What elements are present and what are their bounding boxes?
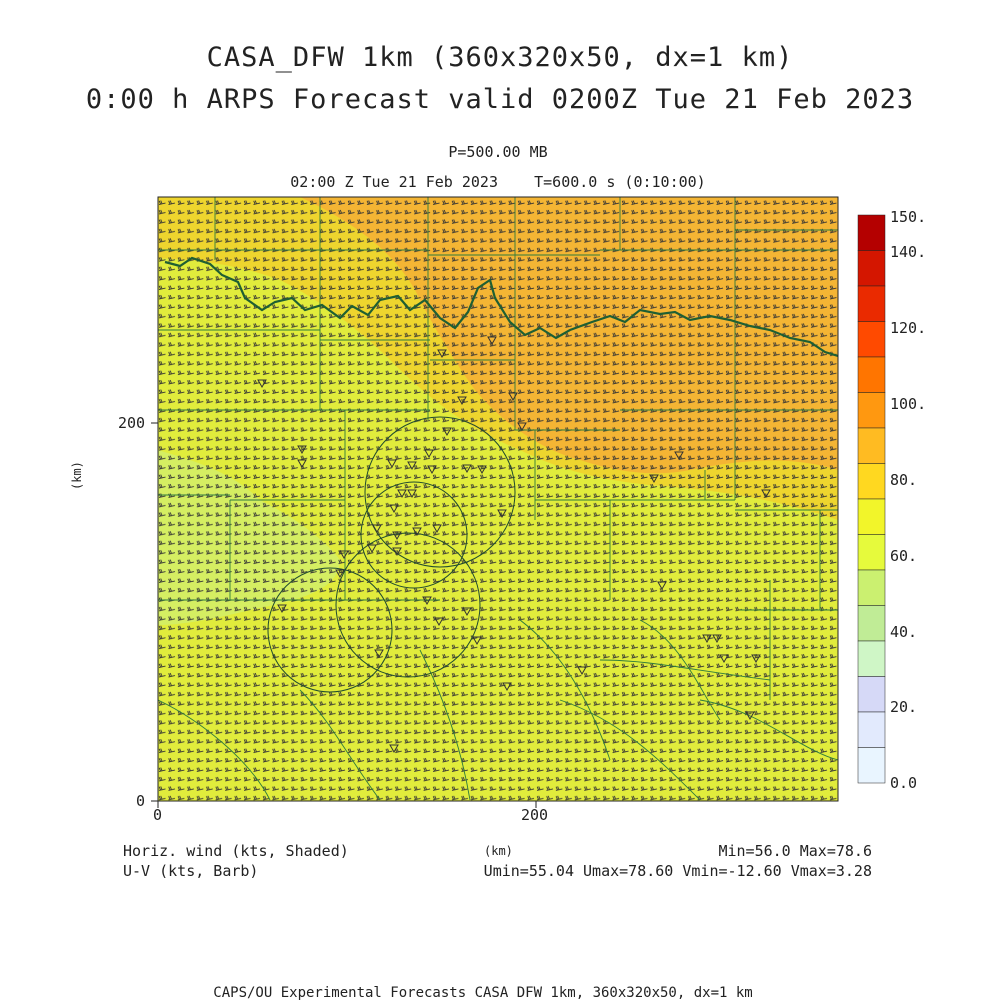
colorbar-swatch bbox=[857, 747, 886, 784]
colorbar-swatch bbox=[857, 534, 886, 571]
shaded-field-legend: Horiz. wind (kts, Shaded) bbox=[123, 842, 349, 860]
colorbar-swatch bbox=[857, 676, 886, 713]
axis-ticks bbox=[151, 422, 537, 808]
y-axis-unit: (km) bbox=[70, 461, 84, 490]
map-frame bbox=[157, 196, 839, 802]
red-river-boundary bbox=[164, 256, 838, 358]
colorbar-swatch bbox=[857, 498, 886, 535]
colorbar-label: 100. bbox=[890, 395, 926, 413]
y-tick-label: 0 bbox=[136, 792, 146, 810]
colorbar-swatch bbox=[857, 711, 886, 748]
footer-credit: CAPS/OU Experimental Forecasts CASA DFW … bbox=[213, 985, 753, 1001]
map-title-line1: CASA_DFW 1km (360x320x50, dx=1 km) bbox=[206, 42, 794, 73]
colorbar-swatch bbox=[857, 569, 886, 606]
x-axis-unit: (km) bbox=[484, 844, 513, 858]
colorbar-swatch bbox=[857, 392, 886, 429]
colorbar-swatch bbox=[857, 321, 886, 358]
radar-range-rings bbox=[267, 416, 516, 693]
colorbar-swatch bbox=[857, 427, 886, 464]
wind-barbs bbox=[158, 197, 838, 801]
y-tick-label: 200 bbox=[118, 414, 146, 432]
county-boundaries bbox=[158, 197, 838, 801]
station-markers bbox=[257, 336, 771, 754]
colorbar-label: 40. bbox=[890, 623, 917, 641]
colorbar-label: 140. bbox=[890, 243, 926, 261]
x-tick-label: 0 bbox=[153, 806, 163, 824]
colorbar-label: 150. bbox=[890, 208, 926, 226]
field-min-max: Min=56.0 Max=78.6 bbox=[718, 842, 872, 860]
colorbar-swatch bbox=[857, 463, 886, 500]
colorbar-label: 80. bbox=[890, 471, 917, 489]
colorbar-swatch bbox=[857, 214, 886, 251]
colorbar-label: 120. bbox=[890, 319, 926, 337]
colorbar-label: 0.0 bbox=[890, 774, 917, 792]
uv-min-max: Umin=55.04 Umax=78.60 Vmin=-12.60 Vmax=3… bbox=[483, 862, 872, 880]
colorbar-label: 20. bbox=[890, 698, 917, 716]
colorbar-swatch bbox=[857, 640, 886, 677]
barb-legend: U-V (kts, Barb) bbox=[123, 862, 259, 880]
valid-time: 02:00 Z Tue 21 Feb 2023 T=600.0 s (0:10:… bbox=[290, 173, 706, 191]
colorbar: 150. 140. 120. 100. 80. 60. 40. 20. 0.0 bbox=[857, 208, 926, 792]
colorbar-swatch bbox=[857, 285, 886, 322]
x-tick-label: 200 bbox=[521, 806, 549, 824]
colorbar-swatch bbox=[857, 605, 886, 642]
pressure-level: P=500.00 MB bbox=[448, 143, 548, 161]
colorbar-swatch bbox=[857, 356, 886, 393]
wind-field bbox=[158, 197, 838, 801]
colorbar-label: 60. bbox=[890, 547, 917, 565]
colorbar-swatch bbox=[857, 250, 886, 287]
map-title-line2: 0:00 h ARPS Forecast valid 0200Z Tue 21 … bbox=[85, 84, 915, 115]
